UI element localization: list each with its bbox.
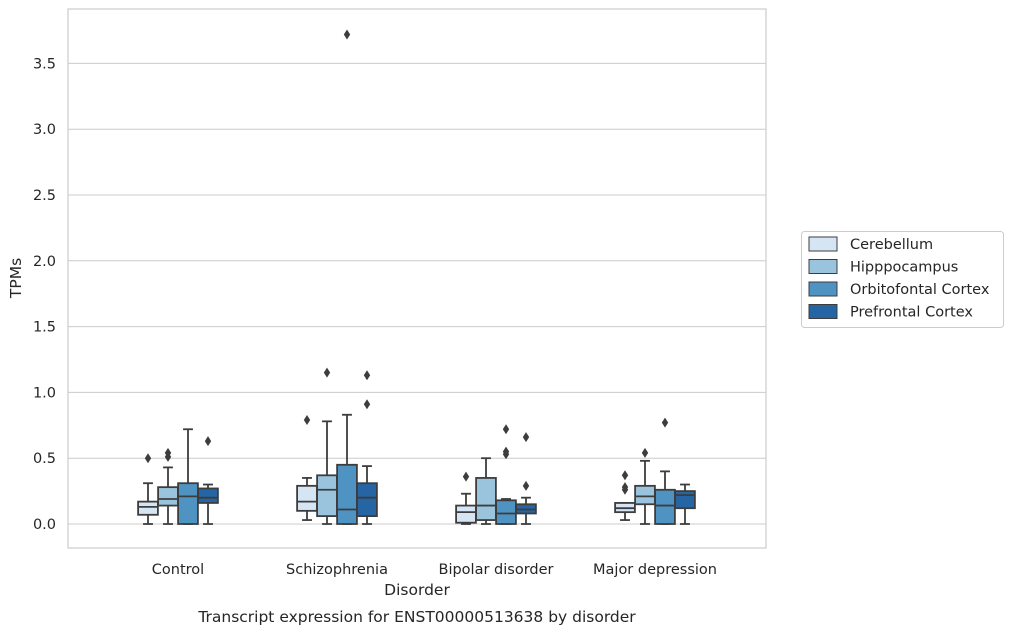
y-tick-label: 1.5 — [33, 320, 56, 336]
box-body — [157, 486, 179, 507]
legend-swatch — [808, 281, 838, 297]
outlier-point — [164, 447, 172, 458]
box-body — [475, 477, 497, 521]
legend-frame — [801, 231, 1004, 328]
outlier-point — [661, 417, 669, 428]
box-hipppocampus-3 — [634, 447, 656, 525]
box-body — [634, 484, 656, 506]
y-tick-label: 2.0 — [33, 254, 56, 270]
x-tick-label: Major depression — [593, 562, 717, 578]
outlier-point — [303, 415, 311, 426]
y-tick-label: 3.0 — [33, 122, 56, 138]
legend-label: Cerebellum — [850, 237, 933, 253]
box-body — [455, 504, 477, 524]
outlier-point — [323, 367, 331, 378]
x-tick-label: Schizophrenia — [286, 562, 388, 578]
outlier-point — [502, 446, 510, 457]
box-cerebellum-3 — [614, 470, 636, 521]
box-orbitofontal-cortex-3 — [654, 417, 676, 525]
outlier-point — [621, 482, 629, 493]
y-tick-labels: 0.0 0.5 1.0 1.5 2.0 2.5 3.0 3.5 — [33, 56, 56, 533]
box-hipppocampus-0 — [157, 447, 179, 525]
outlier-point — [343, 29, 351, 40]
box-prefrontal-cortex-0 — [197, 436, 219, 525]
legend-label: Orbitofontal Cortex — [850, 282, 990, 298]
box-layer — [137, 29, 696, 525]
box-body — [177, 482, 199, 525]
box-body — [495, 499, 517, 525]
outlier-point — [522, 432, 530, 443]
grid-lines — [68, 62, 766, 525]
outlier-point — [641, 447, 649, 458]
outlier-point — [621, 470, 629, 481]
box-body — [336, 463, 358, 525]
outlier-point — [363, 399, 371, 410]
box-body — [197, 487, 219, 504]
box-cerebellum-2 — [455, 471, 477, 525]
box-body — [674, 490, 696, 510]
x-tick-label: Bipolar disorder — [439, 562, 554, 578]
legend-swatch — [808, 304, 838, 319]
y-tick-label: 0.5 — [33, 451, 56, 467]
box-hipppocampus-2 — [475, 457, 497, 525]
y-axis-label: TPMs — [7, 258, 25, 299]
y-tick-label: 1.0 — [33, 385, 56, 401]
box-orbitofontal-cortex-0 — [177, 428, 199, 525]
outlier-point — [502, 424, 510, 435]
box-prefrontal-cortex-2 — [515, 432, 537, 525]
y-tick-label: 3.5 — [33, 56, 56, 72]
outlier-point — [522, 480, 530, 491]
legend-label: Prefrontal Cortex — [850, 305, 973, 321]
box-body — [137, 500, 159, 516]
y-tick-label: 2.5 — [33, 188, 56, 204]
box-body — [654, 488, 676, 525]
box-body — [296, 484, 318, 512]
outlier-point — [462, 471, 470, 482]
legend-swatch — [808, 236, 838, 252]
box-orbitofontal-cortex-1 — [336, 29, 358, 525]
y-tick-label: 0.0 — [33, 517, 56, 533]
box-cerebellum-0 — [137, 453, 159, 525]
box-prefrontal-cortex-1 — [356, 370, 378, 525]
box-cerebellum-1 — [296, 415, 318, 521]
outlier-point — [204, 436, 212, 447]
box-hipppocampus-1 — [316, 367, 338, 525]
outlier-point — [363, 370, 371, 381]
box-body — [316, 474, 338, 518]
chart-caption: Transcript expression for ENST0000051363… — [197, 608, 636, 626]
plot-area-frame — [67, 8, 767, 549]
box-body — [356, 482, 378, 518]
outlier-point — [144, 453, 152, 464]
x-tick-label: Control — [152, 562, 204, 578]
legend: Cerebellum Hipppocampus Orbitofontal Corte… — [801, 231, 1004, 328]
box-orbitofontal-cortex-2 — [495, 424, 517, 525]
legend-label: Hipppocampus — [850, 260, 958, 276]
legend-swatch — [808, 259, 838, 274]
box-prefrontal-cortex-3 — [674, 483, 696, 525]
x-axis-label: Disorder — [384, 581, 450, 599]
x-tick-labels: Control Schizophrenia Bipolar disorder Majo… — [152, 562, 717, 578]
